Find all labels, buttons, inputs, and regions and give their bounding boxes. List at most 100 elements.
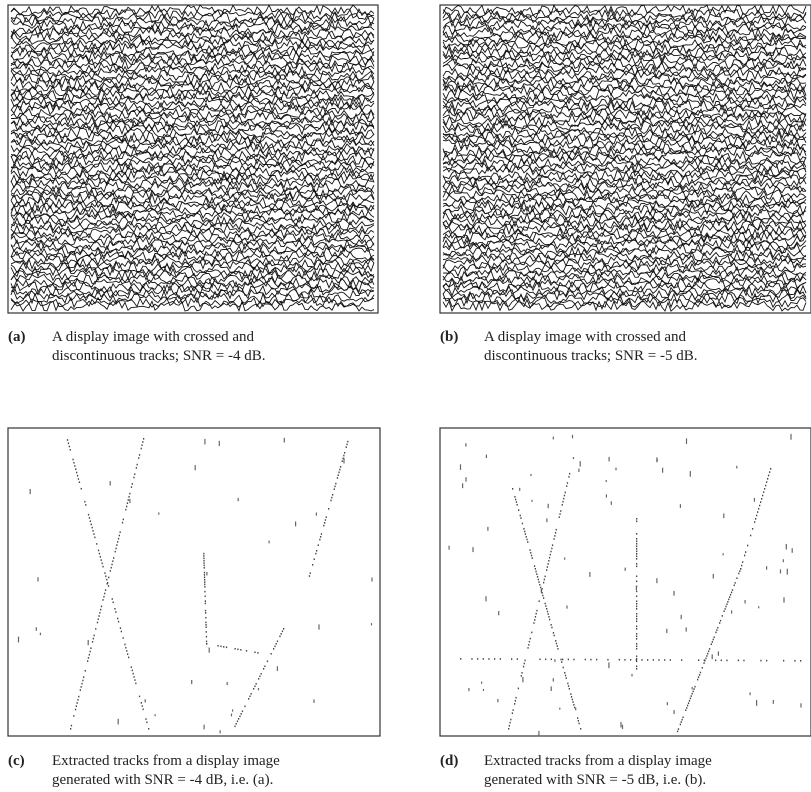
caption-label: (b) xyxy=(440,329,459,345)
track-dot xyxy=(636,563,638,565)
track-dot xyxy=(126,650,128,652)
track-dot xyxy=(551,626,553,629)
track-dot xyxy=(535,570,537,573)
trace xyxy=(442,115,807,128)
trace xyxy=(10,188,375,201)
noise-dot xyxy=(605,480,607,483)
trace xyxy=(442,284,807,297)
track-dot xyxy=(339,468,341,471)
track-dot xyxy=(555,642,558,645)
noise-dot xyxy=(753,497,755,502)
track-dot xyxy=(315,552,317,555)
track-dot xyxy=(712,638,714,641)
track-dot xyxy=(770,468,772,470)
track-dot xyxy=(708,650,710,653)
track-dot xyxy=(127,653,129,655)
track-dot xyxy=(126,505,128,508)
noise-dot xyxy=(673,590,675,596)
track-dot xyxy=(114,608,116,610)
panel-c-image xyxy=(7,427,381,737)
trace xyxy=(442,134,807,147)
track-dot xyxy=(120,630,122,633)
noise-dot xyxy=(552,678,554,682)
track-dot xyxy=(119,531,121,533)
track-dot xyxy=(636,635,638,638)
noise-dot xyxy=(620,721,622,728)
noise-dot xyxy=(731,610,733,614)
track-dot xyxy=(87,657,90,659)
track-dot xyxy=(126,502,129,504)
track-dot xyxy=(94,536,96,539)
track-dot xyxy=(91,641,94,643)
track-dot xyxy=(679,723,681,726)
track-dot xyxy=(205,635,208,638)
track-dot xyxy=(102,599,104,601)
track-dot xyxy=(521,522,524,525)
track-dot xyxy=(347,440,349,443)
track-dot xyxy=(763,491,765,493)
track-dot xyxy=(636,628,638,630)
noise-dot xyxy=(482,688,485,691)
noise-dot xyxy=(547,503,549,509)
track-dot xyxy=(82,679,84,682)
track-dot xyxy=(237,648,239,651)
track-dot xyxy=(134,473,136,475)
track-dot xyxy=(715,659,717,662)
trace xyxy=(10,165,375,178)
track-dot xyxy=(76,474,79,477)
track-dot xyxy=(255,683,257,685)
track-dot xyxy=(204,602,206,605)
trace xyxy=(442,100,807,113)
track-dot xyxy=(636,665,638,668)
track-dot xyxy=(548,556,551,559)
noise-dot xyxy=(485,596,487,602)
trace xyxy=(442,226,807,239)
trace xyxy=(10,196,375,209)
trace xyxy=(442,130,807,143)
track-dot xyxy=(516,658,518,660)
track-dot xyxy=(534,568,536,570)
noise-dot xyxy=(783,597,785,603)
track-dot xyxy=(580,728,582,730)
noise-dot xyxy=(679,504,681,508)
trace xyxy=(10,69,375,82)
noise-dot xyxy=(559,707,561,710)
track-dot xyxy=(636,645,638,648)
track-dot xyxy=(254,651,256,654)
trace xyxy=(442,192,807,205)
trace xyxy=(442,180,807,193)
track-dot xyxy=(676,730,679,733)
track-dot xyxy=(540,589,542,591)
track-dot xyxy=(543,578,545,581)
noise-dot xyxy=(723,513,725,519)
track-dot xyxy=(534,619,536,621)
track-dot xyxy=(742,561,744,563)
trace xyxy=(10,12,375,24)
track-dot xyxy=(317,544,319,546)
track-dot xyxy=(309,572,311,574)
track-dot xyxy=(731,589,734,591)
track-dot xyxy=(343,454,345,457)
track-dot xyxy=(636,605,638,608)
noise-dot xyxy=(462,483,464,489)
track-dot xyxy=(726,603,728,605)
track-dot xyxy=(104,592,106,595)
trace xyxy=(442,96,807,109)
track-dot xyxy=(567,685,570,687)
track-dot xyxy=(482,658,484,660)
track-dot xyxy=(100,608,102,611)
track-dot xyxy=(99,556,101,558)
track-dot xyxy=(140,702,142,704)
track-dot xyxy=(740,568,742,570)
noise-dot xyxy=(191,680,193,685)
track-dot xyxy=(723,610,725,612)
trace xyxy=(442,280,807,294)
track-dot xyxy=(543,581,545,584)
track-dot xyxy=(259,675,261,678)
noise-dot xyxy=(459,464,462,470)
trace xyxy=(10,215,375,228)
track-dot xyxy=(254,685,256,688)
track-dot xyxy=(205,621,207,624)
track-dot xyxy=(116,544,118,546)
track-dot xyxy=(754,521,756,523)
